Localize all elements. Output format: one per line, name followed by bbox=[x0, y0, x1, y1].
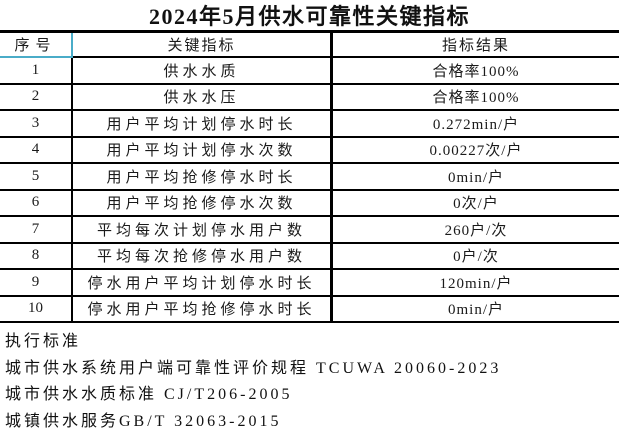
cell-key-indicator: 平均每次抢修停水用户数 bbox=[73, 244, 333, 271]
cell-serial-number: 7 bbox=[0, 217, 73, 244]
cell-serial-number: 9 bbox=[0, 270, 73, 297]
column-header-indicator-result: 指标结果 bbox=[333, 33, 619, 58]
cell-serial-number: 4 bbox=[0, 138, 73, 165]
standard-line: 城市供水系统用户端可靠性评价规程 TCUWA 20060-2023 bbox=[5, 356, 619, 383]
cell-serial-number: 3 bbox=[0, 111, 73, 138]
table-row: 3 用户平均计划停水时长 0.272min/户 bbox=[0, 111, 619, 138]
cell-indicator-result: 260户/次 bbox=[333, 217, 619, 244]
table-body: 1 供水水质 合格率100% 2 供水水压 合格率100% 3 用户平均计划停水… bbox=[0, 58, 619, 323]
cell-indicator-result: 0min/户 bbox=[333, 164, 619, 191]
cell-key-indicator: 供水水质 bbox=[73, 58, 333, 85]
cell-serial-number: 1 bbox=[0, 58, 73, 85]
cell-key-indicator: 停水用户平均计划停水时长 bbox=[73, 270, 333, 297]
standard-line: 城镇供水服务GB/T 32063-2015 bbox=[5, 409, 619, 435]
cell-serial-number: 8 bbox=[0, 244, 73, 271]
cell-indicator-result: 0.00227次/户 bbox=[333, 138, 619, 165]
cell-key-indicator: 平均每次计划停水用户数 bbox=[73, 217, 333, 244]
cell-indicator-result: 合格率100% bbox=[333, 58, 619, 85]
table-row: 10 停水用户平均抢修停水时长 0min/户 bbox=[0, 297, 619, 324]
cell-key-indicator: 停水用户平均抢修停水时长 bbox=[73, 297, 333, 324]
cell-key-indicator: 用户平均抢修停水次数 bbox=[73, 191, 333, 218]
table-header-row: 序号 关键指标 指标结果 bbox=[0, 33, 619, 58]
cell-key-indicator: 用户平均计划停水时长 bbox=[73, 111, 333, 138]
cell-indicator-result: 合格率100% bbox=[333, 85, 619, 112]
cell-key-indicator: 供水水压 bbox=[73, 85, 333, 112]
cell-serial-number: 2 bbox=[0, 85, 73, 112]
cell-indicator-result: 0.272min/户 bbox=[333, 111, 619, 138]
table-row: 2 供水水压 合格率100% bbox=[0, 85, 619, 112]
cell-serial-number: 5 bbox=[0, 164, 73, 191]
cell-indicator-result: 0户/次 bbox=[333, 244, 619, 271]
table-row: 7 平均每次计划停水用户数 260户/次 bbox=[0, 217, 619, 244]
standards-heading: 执行标准 bbox=[5, 329, 619, 356]
page-title: 2024年5月供水可靠性关键指标 bbox=[0, 0, 619, 33]
column-header-serial-number: 序号 bbox=[0, 33, 73, 58]
cell-serial-number: 6 bbox=[0, 191, 73, 218]
cell-indicator-result: 120min/户 bbox=[333, 270, 619, 297]
standard-line: 城市供水水质标准 CJ/T206-2005 bbox=[5, 382, 619, 409]
cell-key-indicator: 用户平均抢修停水时长 bbox=[73, 164, 333, 191]
table-row: 4 用户平均计划停水次数 0.00227次/户 bbox=[0, 138, 619, 165]
cell-key-indicator: 用户平均计划停水次数 bbox=[73, 138, 333, 165]
table-row: 1 供水水质 合格率100% bbox=[0, 58, 619, 85]
table-row: 9 停水用户平均计划停水时长 120min/户 bbox=[0, 270, 619, 297]
table-row: 5 用户平均抢修停水时长 0min/户 bbox=[0, 164, 619, 191]
cell-indicator-result: 0min/户 bbox=[333, 297, 619, 324]
table-row: 6 用户平均抢修停水次数 0次/户 bbox=[0, 191, 619, 218]
column-header-key-indicator: 关键指标 bbox=[73, 33, 333, 58]
cell-indicator-result: 0次/户 bbox=[333, 191, 619, 218]
cell-serial-number: 10 bbox=[0, 297, 73, 324]
table-row: 8 平均每次抢修停水用户数 0户/次 bbox=[0, 244, 619, 271]
